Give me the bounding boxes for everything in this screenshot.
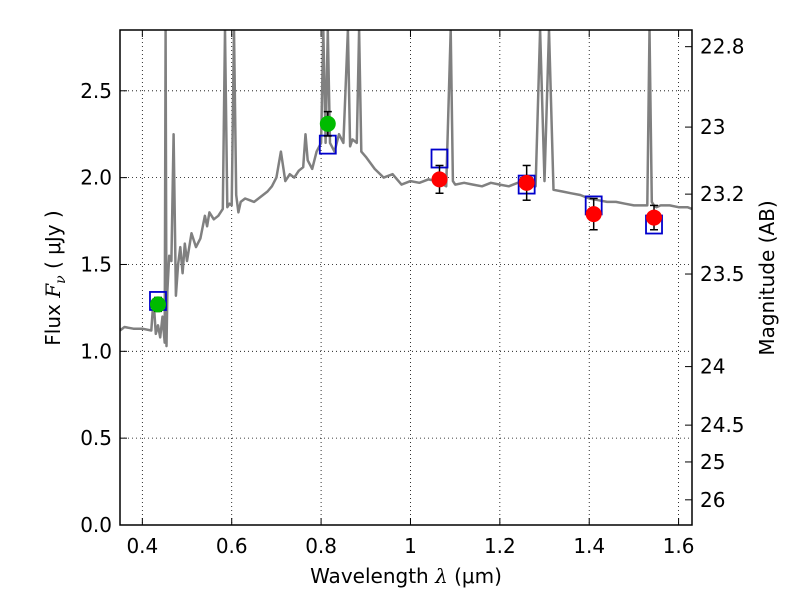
y2-tick-label: 24 <box>700 355 725 379</box>
x-axis-label: Wavelength λ (μm) <box>310 564 502 588</box>
axes: 0.4 0.6 0.8 1 1.2 1.4 1.6 0.0 0.5 1.0 1.5 2.0 2.5 22.… <box>80 30 745 558</box>
y2-tick-label: 22.8 <box>700 35 745 59</box>
x-tick-label: 0.4 <box>126 534 158 558</box>
data-point <box>431 171 448 188</box>
y-tick-label: 2.5 <box>80 79 112 103</box>
y2-tick-label: 24.5 <box>700 413 745 437</box>
y2-tick-label: 26 <box>700 488 725 512</box>
data-point <box>319 115 336 132</box>
y2-tick-label: 25 <box>700 450 725 474</box>
x-tick-label: 1.6 <box>663 534 695 558</box>
y-axis-label: Flux Fν ( μJy ) <box>41 210 69 345</box>
x-tick-label: 0.6 <box>216 534 248 558</box>
data-point <box>518 174 535 191</box>
x-tick-label: 1.2 <box>484 534 516 558</box>
y2-tick-label: 23.2 <box>700 182 745 206</box>
y-tick-label: 1.0 <box>80 339 112 363</box>
x-tick-label: 0.8 <box>305 534 337 558</box>
y2-tick-label: 23 <box>700 115 725 139</box>
data-point <box>585 206 602 223</box>
spectrum-line <box>120 30 692 348</box>
x-tick-label: 1 <box>404 534 417 558</box>
y2-tick-label: 23.5 <box>700 262 745 286</box>
y-tick-label: 0.5 <box>80 426 112 450</box>
plot-area <box>120 30 692 348</box>
data-point <box>646 209 663 226</box>
y2-axis-label: Magnitude (AB) <box>755 200 779 355</box>
y-tick-label: 2.0 <box>80 166 112 190</box>
y-tick-label: 0.0 <box>80 513 112 537</box>
plot-frame <box>119 29 693 526</box>
data-point <box>149 296 166 313</box>
y-tick-label: 1.5 <box>80 252 112 276</box>
x-tick-label: 1.4 <box>573 534 605 558</box>
